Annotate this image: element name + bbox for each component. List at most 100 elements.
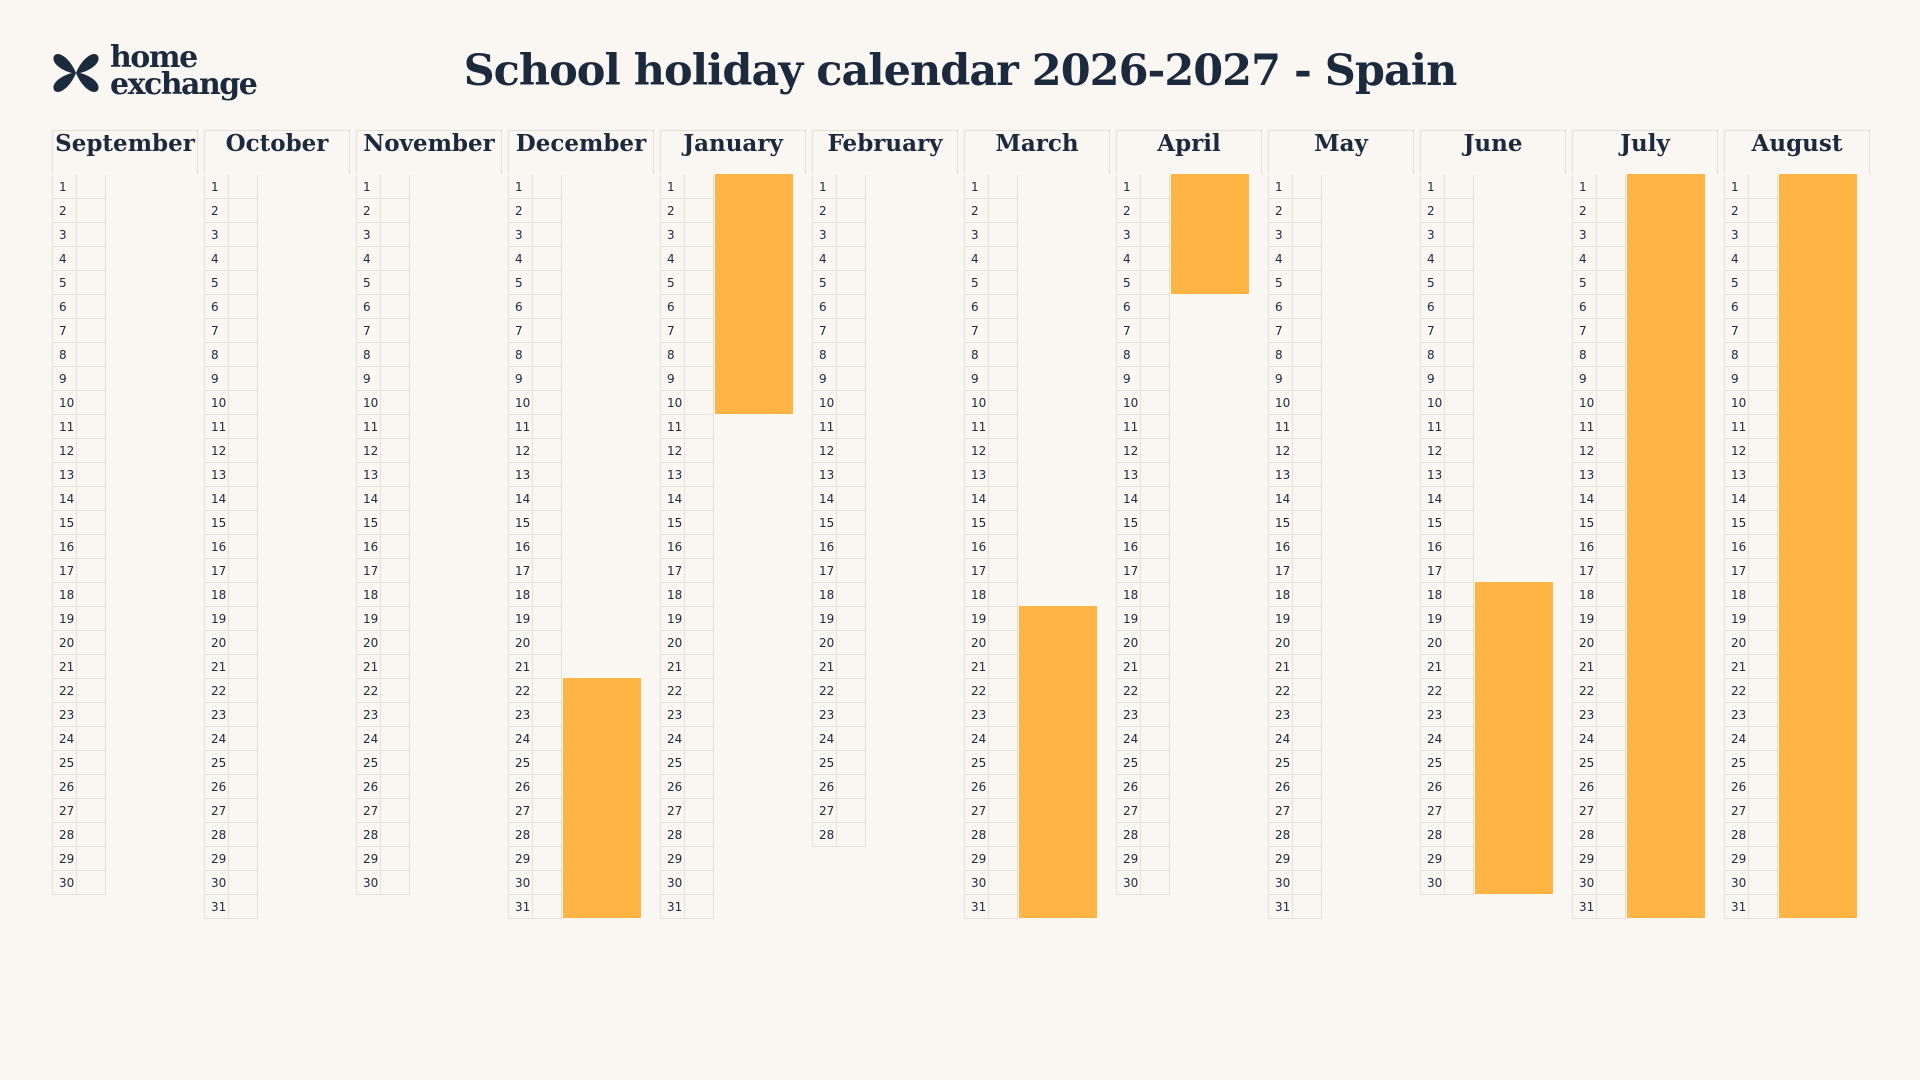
day-number: 7 bbox=[1427, 324, 1435, 338]
day-cell: 25 bbox=[204, 751, 258, 775]
day-number: 30 bbox=[667, 876, 683, 890]
day-cell-divider bbox=[1596, 391, 1626, 414]
day-cell: 30 bbox=[1572, 871, 1626, 895]
day-number: 26 bbox=[667, 780, 683, 794]
day-number: 16 bbox=[59, 540, 75, 554]
day-cell: 1 bbox=[1572, 175, 1626, 199]
day-cell-divider bbox=[836, 295, 866, 318]
day-cell: 15 bbox=[1724, 511, 1778, 535]
day-cell-divider bbox=[1140, 535, 1170, 558]
day-number: 10 bbox=[1123, 396, 1139, 410]
day-number: 14 bbox=[1731, 492, 1747, 506]
day-cell: 7 bbox=[356, 319, 410, 343]
day-cell: 7 bbox=[1724, 319, 1778, 343]
day-number: 13 bbox=[515, 468, 531, 482]
day-cell: 10 bbox=[1116, 391, 1170, 415]
day-cell-divider bbox=[1444, 559, 1474, 582]
day-cell: 5 bbox=[1724, 271, 1778, 295]
day-number: 22 bbox=[1427, 684, 1443, 698]
day-cell-divider bbox=[532, 679, 562, 702]
day-cell-divider bbox=[76, 487, 106, 510]
day-cell-divider bbox=[1748, 703, 1778, 726]
day-cell: 13 bbox=[1268, 463, 1322, 487]
day-cell-divider bbox=[1596, 415, 1626, 438]
day-cell: 19 bbox=[812, 607, 866, 631]
day-cell: 7 bbox=[204, 319, 258, 343]
day-number: 27 bbox=[819, 804, 835, 818]
day-number: 20 bbox=[1731, 636, 1747, 650]
day-cell-divider bbox=[532, 823, 562, 846]
day-cell: 18 bbox=[356, 583, 410, 607]
home-exchange-logo: home exchange bbox=[52, 43, 262, 104]
day-number: 24 bbox=[971, 732, 987, 746]
day-number: 30 bbox=[1579, 876, 1595, 890]
day-number: 23 bbox=[1427, 708, 1443, 722]
day-cell: 25 bbox=[964, 751, 1018, 775]
month-header: February bbox=[812, 130, 958, 174]
day-number: 18 bbox=[971, 588, 987, 602]
day-cell: 12 bbox=[1724, 439, 1778, 463]
day-number: 7 bbox=[1275, 324, 1283, 338]
day-number: 14 bbox=[1427, 492, 1443, 506]
day-number: 1 bbox=[819, 180, 827, 194]
day-cell-divider bbox=[836, 247, 866, 270]
day-number: 13 bbox=[667, 468, 683, 482]
day-number: 5 bbox=[59, 276, 67, 290]
day-cell-divider bbox=[532, 511, 562, 534]
day-number: 18 bbox=[1579, 588, 1595, 602]
day-number: 18 bbox=[211, 588, 227, 602]
day-cell: 16 bbox=[812, 535, 866, 559]
day-cell-divider bbox=[380, 199, 410, 222]
day-cell: 15 bbox=[812, 511, 866, 535]
day-number: 30 bbox=[515, 876, 531, 890]
month-header: January bbox=[660, 130, 806, 174]
day-number: 13 bbox=[363, 468, 379, 482]
day-cell-divider bbox=[1596, 583, 1626, 606]
day-cell-divider bbox=[988, 631, 1018, 654]
day-cell-divider bbox=[380, 535, 410, 558]
day-number: 14 bbox=[667, 492, 683, 506]
day-cell-divider bbox=[1444, 175, 1474, 198]
day-cell: 3 bbox=[356, 223, 410, 247]
day-cell-divider bbox=[1140, 247, 1170, 270]
day-number: 16 bbox=[667, 540, 683, 554]
month-header: March bbox=[964, 130, 1110, 174]
day-number: 1 bbox=[1579, 180, 1587, 194]
day-cell: 8 bbox=[964, 343, 1018, 367]
day-cell: 8 bbox=[1724, 343, 1778, 367]
day-cell: 30 bbox=[1724, 871, 1778, 895]
day-cell: 19 bbox=[356, 607, 410, 631]
day-cell-divider bbox=[1596, 847, 1626, 870]
day-number: 28 bbox=[1579, 828, 1595, 842]
day-number: 4 bbox=[515, 252, 523, 266]
day-cell-divider bbox=[1292, 535, 1322, 558]
day-number: 19 bbox=[363, 612, 379, 626]
day-number: 24 bbox=[1275, 732, 1291, 746]
day-cell-divider bbox=[988, 703, 1018, 726]
day-number: 18 bbox=[819, 588, 835, 602]
day-cell: 8 bbox=[812, 343, 866, 367]
day-number: 26 bbox=[819, 780, 835, 794]
day-cell: 31 bbox=[508, 895, 562, 919]
day-number: 20 bbox=[211, 636, 227, 650]
day-number: 16 bbox=[1275, 540, 1291, 554]
day-cell: 12 bbox=[964, 439, 1018, 463]
day-number: 1 bbox=[1731, 180, 1739, 194]
day-number: 5 bbox=[1579, 276, 1587, 290]
day-cell: 20 bbox=[52, 631, 106, 655]
day-number: 11 bbox=[515, 420, 531, 434]
day-number: 1 bbox=[363, 180, 371, 194]
day-cell-divider bbox=[1140, 223, 1170, 246]
day-number: 12 bbox=[1427, 444, 1443, 458]
day-cell: 28 bbox=[204, 823, 258, 847]
day-number: 28 bbox=[971, 828, 987, 842]
day-number: 30 bbox=[1123, 876, 1139, 890]
day-cell: 12 bbox=[1268, 439, 1322, 463]
day-cell: 25 bbox=[508, 751, 562, 775]
day-cell: 18 bbox=[508, 583, 562, 607]
day-number: 12 bbox=[1275, 444, 1291, 458]
day-number: 10 bbox=[667, 396, 683, 410]
day-cell: 26 bbox=[204, 775, 258, 799]
day-number: 25 bbox=[1275, 756, 1291, 770]
day-cell: 18 bbox=[1116, 583, 1170, 607]
